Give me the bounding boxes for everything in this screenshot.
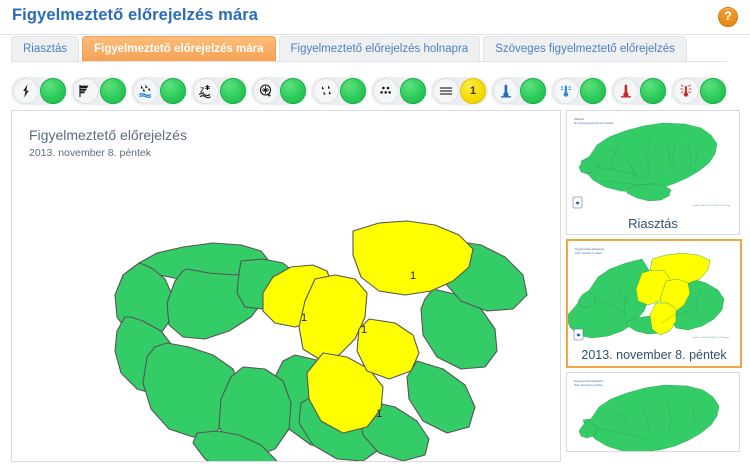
hazard-item-sleet[interactable] [311,77,368,105]
county-green-bekes [406,360,476,434]
map-caption-date: 2013. november 8. péntek [29,147,152,159]
thumb-inner-title: Figyelmeztető előrejelzés [574,379,604,383]
hazard-item-snowdrift[interactable]: z [191,77,248,105]
thumbnail-forecast-today[interactable]: Figyelmeztető előrejelzés 2013. november… [566,239,742,368]
hazard-toolbar: z [11,76,728,106]
thermometer-uv-icon[interactable] [673,78,699,104]
svg-text:z: z [200,85,205,95]
map-caption: Figyelmeztető előrejelzés 2013. november… [29,127,187,160]
hazard-item-freezing-rain[interactable] [251,77,308,105]
snow-drift-icon[interactable]: z [193,78,219,104]
thermometer-high-icon[interactable] [493,78,519,104]
hazard-item-temp-high[interactable] [491,77,548,105]
hazard-status-dot[interactable] [160,78,186,104]
tab-forecast-today[interactable]: Figyelmeztető előrejelzés mára [82,36,276,61]
warning-label: 1 [376,408,382,420]
hazard-status-dot-level[interactable]: 1 [460,78,486,104]
hazard-status-dot[interactable] [580,78,606,104]
help-icon[interactable]: ? [718,7,738,27]
warning-label: 1 [410,270,416,282]
hazard-status-dot[interactable] [340,78,366,104]
thumb-inner-title: Figyelmeztető előrejelzés [575,247,605,251]
thumb-inner-corner: Kiadva: 2013-11-08 04:27 UTC (helyi) [692,337,729,339]
thermometer-hot-icon[interactable] [613,78,639,104]
thumbnail-riasztas[interactable]: Riasztás Nincs jelenleg érvényben lévő r… [566,110,740,235]
thumbnail-caption: 2013. november 8. péntek [581,348,727,362]
hazard-item-temp-cold[interactable] [551,77,608,105]
tab-underline [11,61,727,62]
thermometer-cold-icon[interactable] [553,78,579,104]
hazard-status-dot[interactable] [400,78,426,104]
hazard-item-wind[interactable] [71,77,128,105]
hazard-status-dot[interactable] [220,78,246,104]
hazard-item-temp-hot[interactable] [611,77,668,105]
county-yellow-heves [298,274,368,360]
thumbnail-caption: Riasztás [628,216,678,231]
lightning-bolt-icon[interactable] [13,78,39,104]
page-title: Figyelmeztető előrejelzés mára [12,6,259,24]
main-map-panel[interactable]: Figyelmeztető előrejelzés 2013. november… [11,110,561,462]
county-green-baranya [192,430,278,461]
tab-riasztas[interactable]: Riasztás [11,36,80,61]
rain-shower-icon[interactable] [133,78,159,104]
thumb-inner-corner: Kiadva: 2013.11.08. 05:00 UTC (helyi) [693,205,730,207]
thumb-inner-sub: 2013. november 9. szombat [574,384,603,387]
thumb-inner-title: Riasztás [574,117,585,121]
map-caption-title: Figyelmeztető előrejelzés [29,127,187,143]
hazard-item-rain[interactable] [131,77,188,105]
hungary-warning-map[interactable]: 1 1 1 1 [12,111,560,461]
hazard-status-dot[interactable] [520,78,546,104]
tab-text-forecast[interactable]: Szöveges figyelmeztető előrejelzés [483,36,687,61]
hazard-item-fog[interactable]: 1 [431,77,488,105]
hazard-status-dot[interactable] [280,78,306,104]
snowfall-icon[interactable] [373,78,399,104]
hazard-item-thunderstorm[interactable] [11,77,68,105]
warning-label: 1 [361,324,367,336]
county-yellow-jasz [306,352,384,434]
hazard-item-snowfall[interactable] [371,77,428,105]
freezing-rain-icon[interactable] [253,78,279,104]
hazard-status-dot[interactable] [700,78,726,104]
county-yellow-borsod-s [356,318,420,380]
tab-forecast-tomorrow[interactable]: Figyelmeztető előrejelzés holnapra [278,36,481,61]
sleet-icon[interactable] [313,78,339,104]
thumb-inner-sub: Nincs jelenleg érvényben lévő riasztás [574,122,614,125]
thumbnail-forecast-tomorrow[interactable]: Figyelmeztető előrejelzés 2013. november… [566,372,740,452]
hazard-item-uv[interactable] [671,77,728,105]
hazard-status-dot[interactable] [40,78,66,104]
county-yellow-borsod [352,220,474,296]
hazard-status-dot[interactable] [640,78,666,104]
page-header: Figyelmeztető előrejelzés mára ? [0,0,750,35]
wind-flag-icon[interactable] [73,78,99,104]
hazard-status-dot[interactable] [100,78,126,104]
tab-bar: Riasztás Figyelmeztető előrejelzés mára … [0,36,750,66]
thumbnail-rail: Riasztás Nincs jelenleg érvényben lévő r… [566,110,742,462]
warning-label: 1 [301,312,307,324]
thumb-inner-sub: 2013. november 8. péntek [575,252,603,255]
fog-icon[interactable] [433,78,459,104]
